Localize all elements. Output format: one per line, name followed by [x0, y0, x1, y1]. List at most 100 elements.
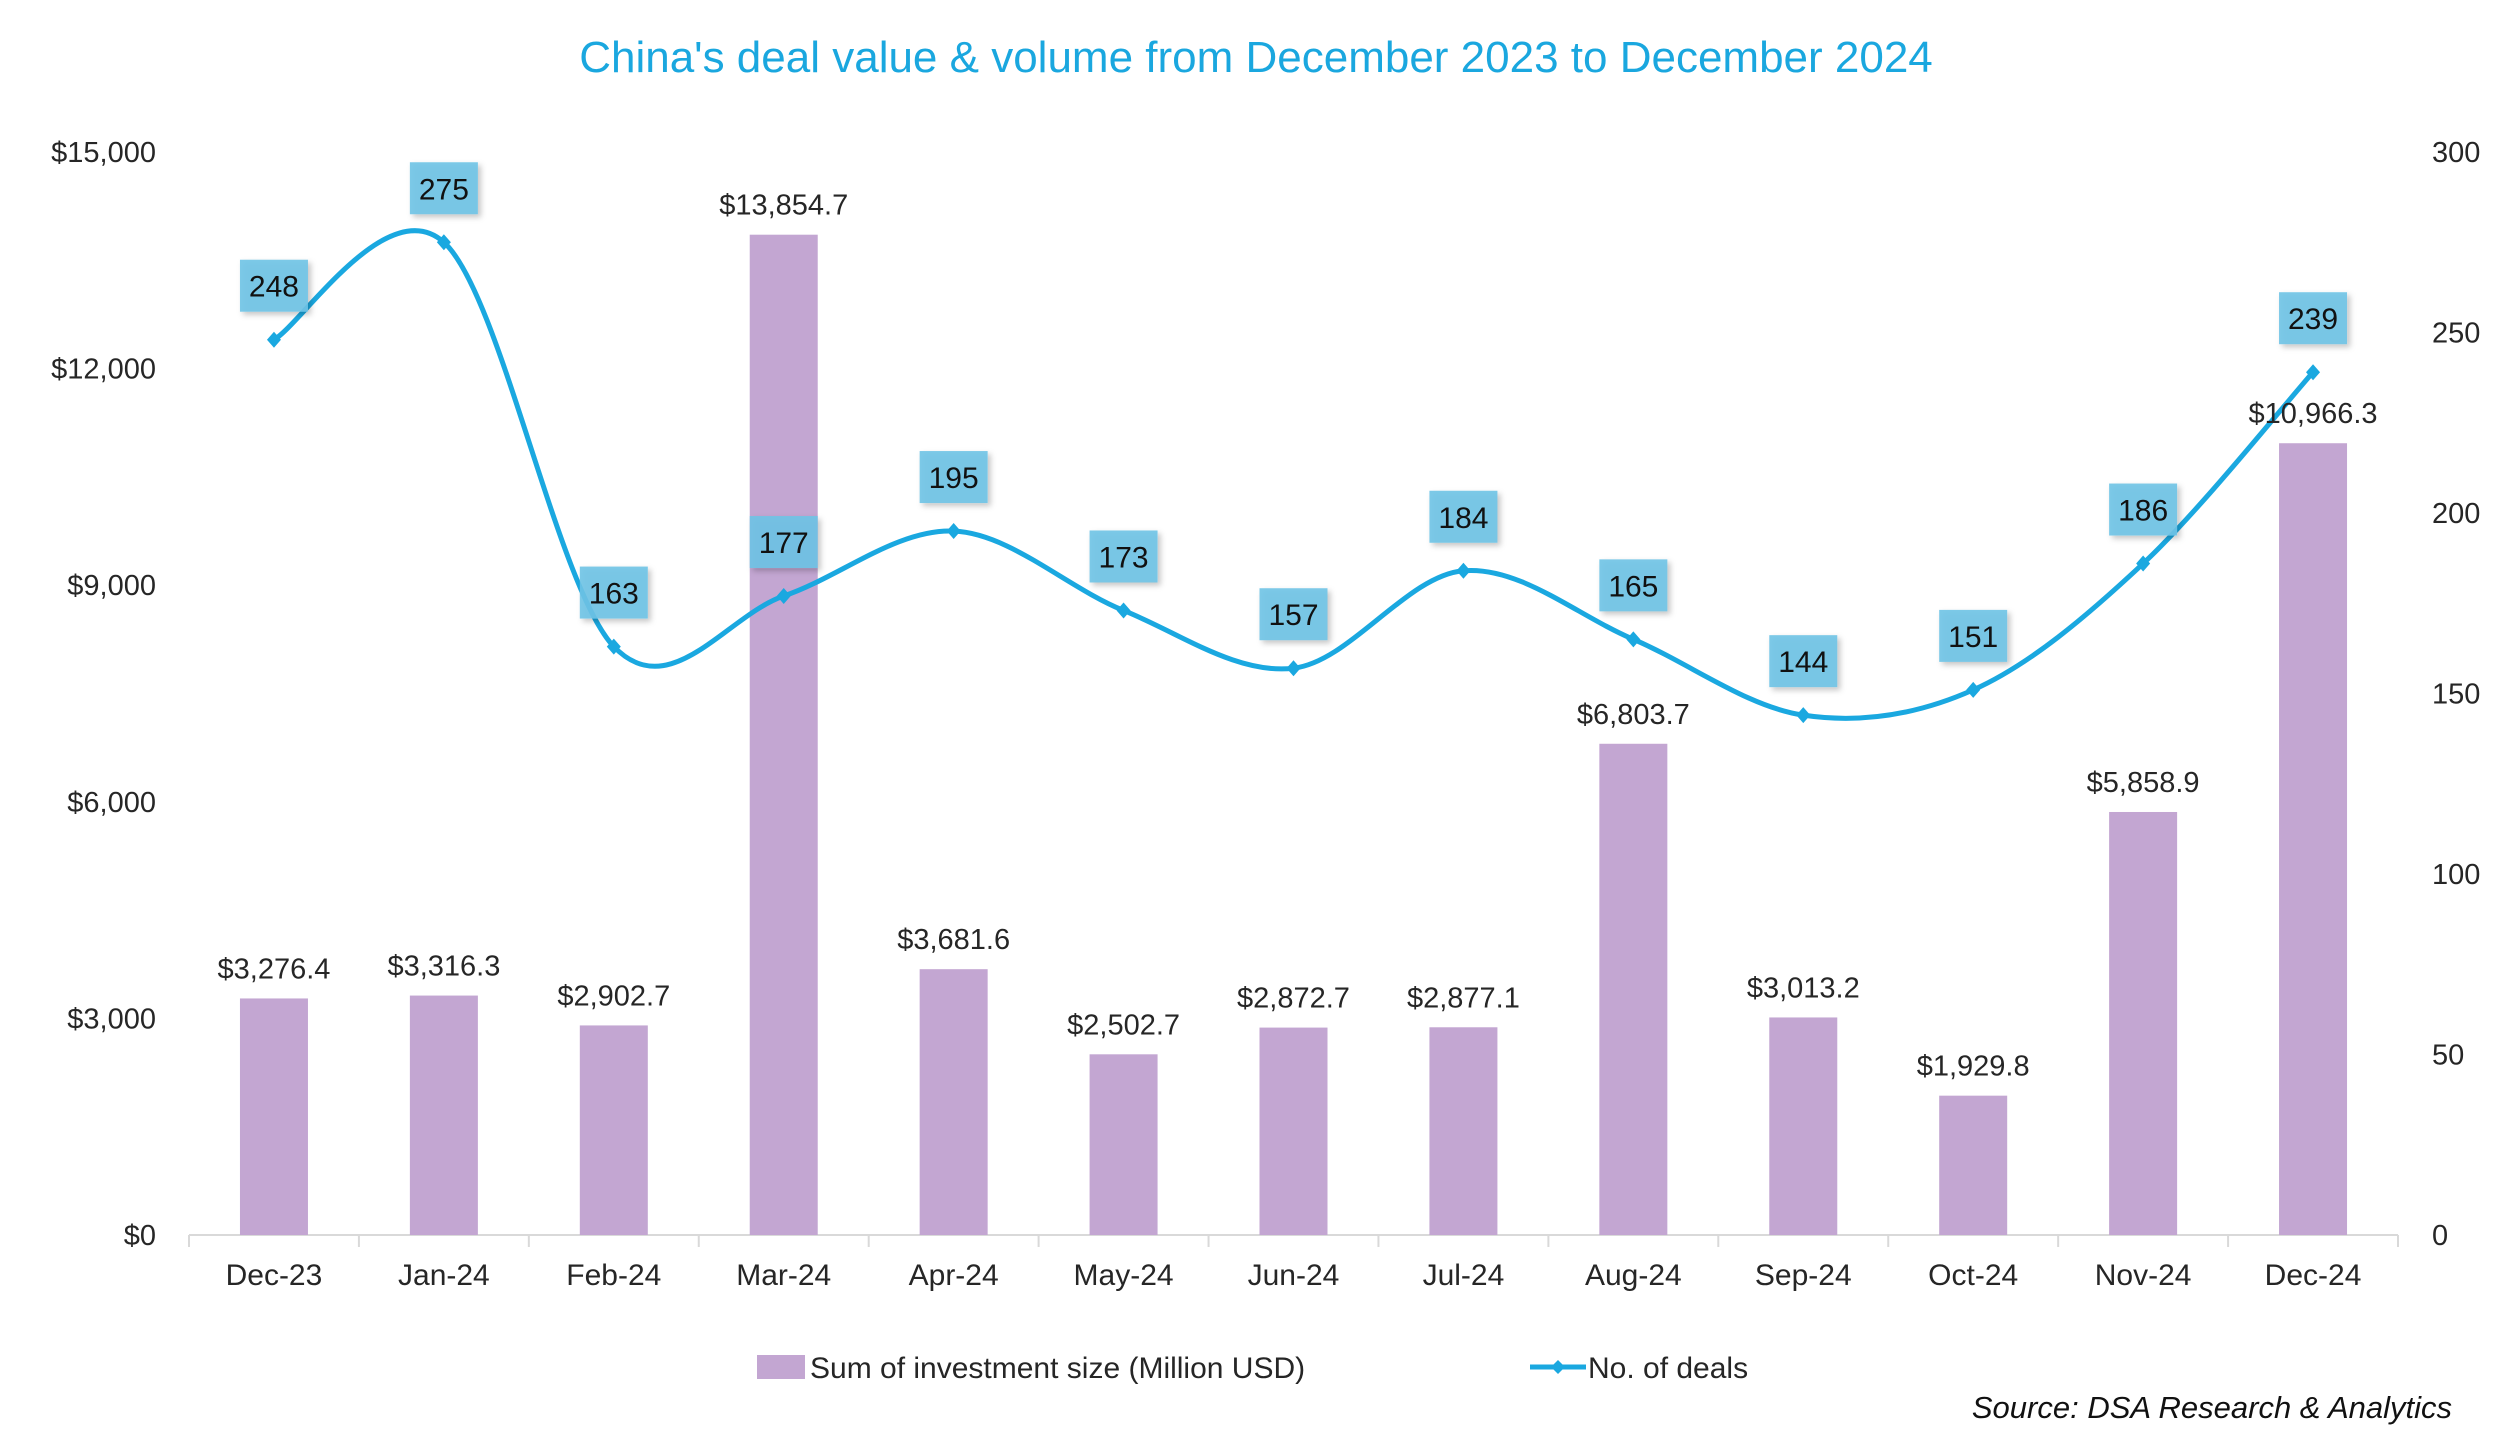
- line-marker: [1286, 660, 1301, 677]
- bar: [1939, 1095, 2008, 1235]
- line-marker: [436, 234, 451, 251]
- point-label-box: [409, 162, 478, 215]
- point-value-label: 186: [2118, 495, 2168, 528]
- line-marker: [776, 588, 791, 605]
- point-value-label: 239: [2288, 303, 2338, 336]
- point-label-box: [919, 451, 988, 504]
- point-label: 186: [2109, 483, 2178, 536]
- bar-value-label: $2,872.7: [1237, 983, 1350, 1015]
- point-label-box: [1259, 588, 1328, 641]
- point-value-label: 165: [1608, 570, 1658, 603]
- bar-value-label: $3,316.3: [387, 951, 500, 983]
- bar-series: [239, 234, 2348, 1235]
- point-label: 248: [239, 259, 308, 312]
- point-value-label: 163: [589, 578, 639, 611]
- bar-value-label: $3,681.6: [897, 924, 1010, 956]
- x-tick-label: Mar-24: [736, 1259, 831, 1292]
- bar: [1259, 1027, 1328, 1235]
- bar: [579, 1025, 648, 1235]
- x-tick-label: Apr-24: [909, 1259, 999, 1292]
- y-left-tick-label: $0: [124, 1220, 156, 1252]
- axes: Dec-23 Jan-24 Feb-24 Mar-24 Apr-24 May-24 Jun-…: [51, 137, 2480, 1292]
- y-right-tick-label: 200: [2432, 498, 2480, 530]
- point-value-label: 157: [1268, 599, 1318, 632]
- legend-swatch-bar: [757, 1355, 805, 1379]
- bar: [1769, 1017, 1838, 1235]
- point-label-box: [749, 516, 818, 569]
- y-left-tick-label: $3,000: [67, 1003, 156, 1035]
- line-marker: [1456, 562, 1471, 579]
- point-label: 239: [2279, 292, 2348, 345]
- y-left-tick-label: $15,000: [51, 137, 156, 169]
- bar-value-label: $13,854.7: [719, 190, 848, 222]
- bar: [1599, 743, 1668, 1235]
- y-left-tick-label: $6,000: [67, 787, 156, 819]
- x-tick-label: Nov-24: [2095, 1259, 2192, 1292]
- bar-value-label: $5,858.9: [2087, 767, 2200, 799]
- point-label: 151: [1939, 609, 2008, 662]
- y-right-tick-label: 150: [2432, 679, 2480, 711]
- bar-value-label: $6,803.7: [1577, 699, 1690, 731]
- point-value-label: 177: [759, 527, 809, 560]
- line-marker: [266, 331, 281, 348]
- x-tick-label: Dec-23: [226, 1259, 323, 1292]
- y-right-tick-label: 0: [2432, 1220, 2448, 1252]
- point-value-label: 144: [1778, 646, 1828, 679]
- bar: [2279, 443, 2348, 1235]
- point-label: 275: [409, 162, 478, 215]
- chart-title: China's deal value & volume from Decembe…: [579, 33, 1933, 82]
- y-right-tick-label: 100: [2432, 859, 2480, 891]
- point-label-box: [2109, 483, 2178, 536]
- legend-label-bar: Sum of investment size (Million USD): [810, 1352, 1305, 1385]
- line-marker: [1796, 707, 1811, 724]
- y-right-tick-label: 250: [2432, 318, 2480, 350]
- line-marker: [1966, 681, 1981, 698]
- line-marker: [1116, 602, 1131, 619]
- x-tick-label: Sep-24: [1755, 1259, 1852, 1292]
- y-left-tick-label: $12,000: [51, 354, 156, 386]
- x-tick-label: Jul-24: [1423, 1259, 1505, 1292]
- line-marker: [2306, 364, 2321, 381]
- point-labels: 248 275 163 177 195 173 157 184 165 144 151 186 239: [239, 162, 2348, 688]
- x-tick-label: Feb-24: [566, 1259, 661, 1292]
- bar-value-label: $3,276.4: [218, 953, 331, 985]
- bar-value-label: $3,013.2: [1747, 972, 1860, 1004]
- point-label: 184: [1429, 490, 1498, 543]
- point-value-label: 275: [419, 173, 469, 206]
- y-left-tick-label: $9,000: [67, 570, 156, 602]
- point-label-box: [1429, 490, 1498, 543]
- y-right-tick-label: 50: [2432, 1040, 2464, 1072]
- bar-value-label: $2,502.7: [1067, 1009, 1180, 1041]
- y-right-tick-label: 300: [2432, 137, 2480, 169]
- point-label: 177: [749, 516, 818, 569]
- point-label-box: [1599, 559, 1668, 612]
- bar: [409, 995, 478, 1235]
- line-series: [266, 228, 2321, 724]
- bar: [1089, 1054, 1158, 1235]
- bar-labels: $3,276.4 $3,316.3 $2,902.7 $13,854.7 $3,681.…: [218, 190, 2378, 1083]
- point-label: 195: [919, 451, 988, 504]
- point-label: 157: [1259, 588, 1328, 641]
- point-label-box: [1089, 530, 1158, 583]
- x-tick-label: Dec-24: [2265, 1259, 2362, 1292]
- bar-value-label: $10,966.3: [2249, 398, 2378, 430]
- point-label-box: [579, 566, 648, 619]
- x-tick-label: May-24: [1074, 1259, 1174, 1292]
- bar: [749, 234, 818, 1235]
- point-label-box: [2279, 292, 2348, 345]
- bar: [919, 969, 988, 1235]
- point-label: 173: [1089, 530, 1158, 583]
- bar-value-label: $2,902.7: [557, 980, 670, 1012]
- point-label: 163: [579, 566, 648, 619]
- legend: Sum of investment size (Million USD) No.…: [757, 1352, 1748, 1385]
- x-tick-label: Jun-24: [1248, 1259, 1340, 1292]
- bar-value-label: $2,877.1: [1407, 982, 1520, 1014]
- point-value-label: 248: [249, 271, 299, 304]
- point-label-box: [239, 259, 308, 312]
- point-value-label: 184: [1438, 502, 1488, 535]
- legend-label-line: No. of deals: [1588, 1352, 1748, 1385]
- line-marker: [946, 523, 961, 540]
- bar: [1429, 1027, 1498, 1235]
- point-label-box: [1769, 635, 1838, 688]
